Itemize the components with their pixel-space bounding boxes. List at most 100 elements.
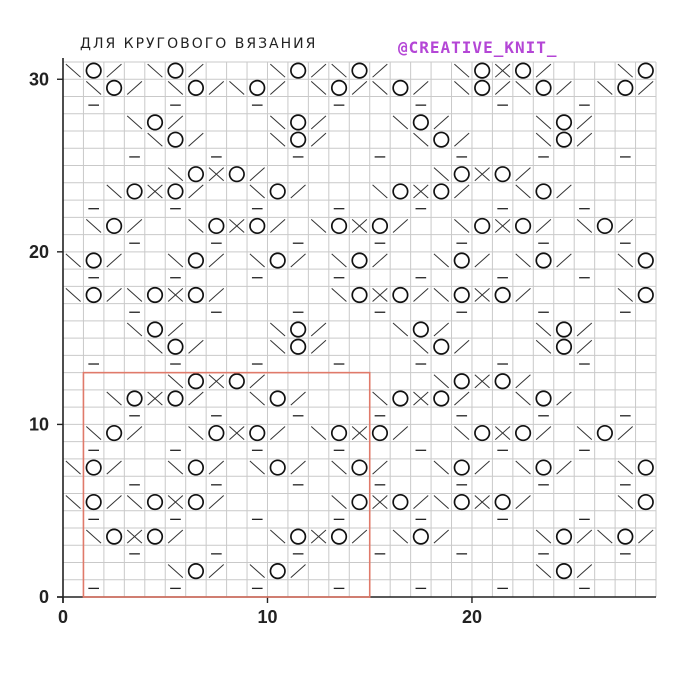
ssk-symbol <box>535 63 552 78</box>
yarn-over-symbol <box>187 252 205 269</box>
k2tog-symbol <box>167 288 184 302</box>
yarn-over-symbol <box>392 286 409 304</box>
yarn-over-symbol <box>514 424 532 442</box>
ssk-symbol <box>515 167 531 182</box>
ssk-symbol <box>188 184 204 199</box>
ssk-symbol <box>454 132 470 147</box>
yarn-over-symbol <box>330 217 348 235</box>
k2tog-symbol <box>474 374 490 389</box>
k2tog-symbol <box>65 288 81 302</box>
ssk-symbol <box>290 253 306 268</box>
k2tog-symbol <box>249 391 265 406</box>
ssk-symbol <box>556 253 572 268</box>
yarn-over-symbol <box>106 217 123 235</box>
yarn-over-symbol <box>535 459 552 476</box>
k2tog-symbol <box>167 564 184 579</box>
k2tog-symbol <box>310 219 327 233</box>
ssk-symbol <box>188 132 204 147</box>
k2tog-symbol <box>535 339 552 354</box>
yarn-over-symbol <box>228 166 245 183</box>
ssk-symbol <box>474 460 490 475</box>
k2tog-symbol <box>147 391 163 406</box>
ssk-symbol <box>208 253 225 268</box>
ssk-symbol <box>617 426 634 440</box>
yarn-over-symbol <box>351 493 368 511</box>
yarn-over-symbol <box>474 424 491 442</box>
k2tog-symbol <box>413 184 429 199</box>
k2tog-symbol <box>515 253 531 268</box>
yarn-over-symbol <box>433 338 450 355</box>
k2tog-symbol <box>208 167 225 182</box>
k2tog-symbol <box>65 460 81 475</box>
yarn-over-symbol <box>637 286 654 304</box>
yarn-over-symbol <box>187 373 205 390</box>
k2tog-symbol <box>126 288 143 302</box>
k2tog-symbol <box>433 253 449 268</box>
ssk-symbol <box>290 391 306 406</box>
yarn-over-symbol <box>85 459 102 476</box>
k2tog-symbol <box>106 184 122 199</box>
ssk-symbol <box>106 288 122 302</box>
yarn-over-symbol <box>126 390 143 407</box>
k2tog-symbol <box>65 495 81 510</box>
yarn-over-symbol <box>535 390 552 407</box>
k2tog-symbol <box>597 80 613 95</box>
k2tog-symbol <box>372 288 388 302</box>
ssk-symbol <box>556 184 572 199</box>
yarn-over-symbol <box>453 286 470 304</box>
k2tog-symbol <box>576 219 593 233</box>
ssk-symbol <box>617 219 634 233</box>
k2tog-symbol <box>331 63 347 78</box>
yarn-over-symbol <box>85 62 102 79</box>
ssk-symbol <box>351 529 368 544</box>
k2tog-symbol <box>249 253 265 268</box>
yarn-over-symbol <box>146 114 164 131</box>
yarn-over-symbol <box>371 424 389 442</box>
ssk-symbol <box>310 322 327 337</box>
ssk-symbol <box>270 426 286 440</box>
ssk-symbol <box>433 322 449 337</box>
yarn-over-symbol <box>106 79 123 96</box>
yarn-over-symbol <box>208 217 225 235</box>
k2tog-symbol <box>535 115 552 130</box>
yarn-over-symbol <box>637 493 654 511</box>
yarn-over-symbol <box>351 62 368 79</box>
yarn-over-symbol <box>412 528 429 545</box>
ssk-symbol <box>576 115 593 130</box>
yarn-over-symbol <box>290 131 307 148</box>
yarn-over-symbol <box>371 217 389 235</box>
yarn-over-symbol <box>187 166 205 183</box>
ssk-symbol <box>454 184 470 199</box>
yarn-over-symbol <box>167 338 184 355</box>
k2tog-symbol <box>576 426 593 440</box>
k2tog-symbol <box>433 374 449 389</box>
k2tog-symbol <box>126 115 143 130</box>
x-tick-label: 0 <box>58 607 68 627</box>
ssk-symbol <box>392 426 409 440</box>
k2tog-symbol <box>167 167 184 182</box>
yarn-over-symbol <box>249 424 266 442</box>
ssk-symbol <box>310 115 327 130</box>
k2tog-symbol <box>126 529 143 544</box>
yarn-over-symbol <box>187 459 205 476</box>
ssk-symbol <box>208 460 225 475</box>
yarn-over-symbol <box>555 131 573 148</box>
ssk-symbol <box>270 80 286 95</box>
k2tog-symbol <box>85 426 102 440</box>
k2tog-symbol <box>597 529 613 544</box>
ssk-symbol <box>106 460 122 475</box>
yarn-over-symbol <box>637 252 654 269</box>
ssk-symbol <box>126 80 143 95</box>
k2tog-symbol <box>270 322 286 337</box>
ssk-symbol <box>638 80 654 95</box>
ssk-symbol <box>413 80 429 95</box>
x-tick-label: 10 <box>257 607 277 627</box>
k2tog-symbol <box>249 564 265 579</box>
yarn-over-symbol <box>494 493 511 511</box>
k2tog-symbol <box>331 495 347 510</box>
ssk-symbol <box>515 495 531 510</box>
k2tog-symbol <box>167 80 184 95</box>
k2tog-symbol <box>474 495 490 510</box>
ssk-symbol <box>556 391 572 406</box>
